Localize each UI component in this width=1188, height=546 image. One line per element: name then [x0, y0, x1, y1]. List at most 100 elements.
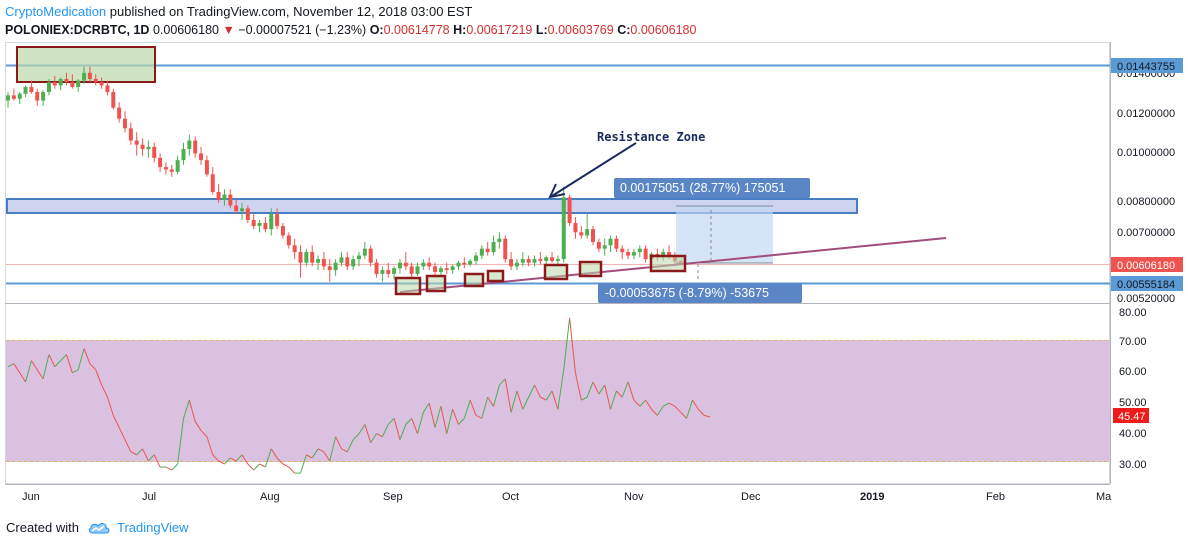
candle-body[interactable]	[386, 270, 391, 274]
candle-body[interactable]	[82, 72, 87, 81]
candle-body[interactable]	[327, 266, 332, 271]
candle-body[interactable]	[17, 93, 22, 99]
candle-body[interactable]	[462, 262, 467, 265]
candle-body[interactable]	[362, 248, 367, 256]
candle-body[interactable]	[357, 255, 361, 260]
candle-body[interactable]	[46, 82, 51, 93]
candle-body[interactable]	[146, 146, 151, 150]
candle-body[interactable]	[41, 92, 46, 101]
candle-body[interactable]	[222, 194, 227, 200]
candle-body[interactable]	[485, 248, 490, 253]
candle-body[interactable]	[52, 82, 57, 86]
candle-body[interactable]	[474, 255, 478, 261]
candle-body[interactable]	[596, 241, 601, 249]
candle-body[interactable]	[175, 160, 180, 172]
candle-body[interactable]	[667, 252, 672, 256]
candle-body[interactable]	[93, 79, 98, 83]
candle-body[interactable]	[497, 238, 502, 242]
candle-body[interactable]	[509, 259, 514, 267]
resistance-zone-label[interactable]: Resistance Zone	[597, 130, 705, 144]
candle-body[interactable]	[204, 160, 209, 175]
candle-body[interactable]	[392, 268, 397, 274]
candle-body[interactable]	[368, 248, 373, 263]
candle-body[interactable]	[438, 268, 443, 272]
candle-body[interactable]	[468, 260, 473, 265]
candle-body[interactable]	[444, 268, 449, 271]
candle-body[interactable]	[415, 266, 420, 274]
candle-body[interactable]	[345, 257, 350, 267]
candle-body[interactable]	[257, 222, 262, 227]
resistance-zone-box[interactable]	[6, 198, 858, 214]
candle-body[interactable]	[163, 167, 168, 170]
candle-body[interactable]	[397, 262, 402, 269]
candle-body[interactable]	[169, 169, 174, 172]
candle-body[interactable]	[210, 174, 215, 192]
candle-body[interactable]	[374, 262, 379, 274]
candle-body[interactable]	[567, 197, 572, 223]
candle-body[interactable]	[6, 95, 10, 101]
candle-body[interactable]	[544, 257, 549, 261]
candle-body[interactable]	[491, 241, 496, 253]
candle-body[interactable]	[456, 262, 461, 267]
candle-body[interactable]	[550, 257, 555, 261]
candle-body[interactable]	[134, 140, 139, 145]
candle-body[interactable]	[637, 248, 642, 253]
tradingview-link[interactable]: TradingView	[87, 519, 189, 537]
candle-body[interactable]	[339, 257, 344, 263]
candle-body[interactable]	[58, 79, 63, 86]
candle-body[interactable]	[479, 248, 484, 256]
support-box-2[interactable]	[425, 274, 447, 293]
candle-body[interactable]	[275, 214, 280, 227]
candle-body[interactable]	[421, 262, 426, 267]
support-box-6[interactable]	[578, 260, 603, 278]
candle-body[interactable]	[403, 262, 408, 267]
candle-body[interactable]	[602, 245, 607, 249]
candle-body[interactable]	[620, 248, 625, 253]
candle-body[interactable]	[310, 252, 315, 263]
candle-body[interactable]	[193, 140, 198, 154]
candle-body[interactable]	[514, 262, 519, 267]
candle-body[interactable]	[140, 144, 145, 150]
candle-body[interactable]	[520, 259, 525, 263]
candle-body[interactable]	[181, 149, 186, 161]
candle-body[interactable]	[321, 259, 326, 267]
candle-body[interactable]	[251, 219, 256, 227]
candle-body[interactable]	[228, 194, 233, 206]
candle-body[interactable]	[23, 87, 28, 94]
candle-body[interactable]	[199, 153, 204, 161]
candle-body[interactable]	[561, 197, 566, 260]
candle-body[interactable]	[304, 252, 309, 263]
candle-body[interactable]	[591, 229, 595, 242]
support-box-5[interactable]	[543, 263, 569, 281]
candle-body[interactable]	[128, 128, 133, 141]
candle-body[interactable]	[158, 157, 163, 168]
candle-body[interactable]	[433, 266, 438, 272]
candle-body[interactable]	[245, 208, 250, 220]
support-box-3[interactable]	[463, 272, 485, 288]
candle-body[interactable]	[11, 95, 16, 99]
candle-body[interactable]	[503, 238, 508, 260]
candle-body[interactable]	[280, 226, 285, 236]
candle-body[interactable]	[333, 262, 338, 271]
candle-body[interactable]	[87, 72, 92, 79]
candle-body[interactable]	[99, 82, 104, 86]
candle-body[interactable]	[538, 259, 543, 261]
candle-body[interactable]	[234, 205, 239, 212]
candle-body[interactable]	[187, 140, 192, 150]
candle-body[interactable]	[409, 266, 414, 274]
candle-body[interactable]	[608, 238, 613, 246]
candle-body[interactable]	[626, 252, 631, 256]
candle-body[interactable]	[573, 222, 578, 233]
candle-body[interactable]	[631, 252, 636, 256]
candle-body[interactable]	[286, 235, 291, 246]
candle-body[interactable]	[316, 259, 321, 263]
candle-body[interactable]	[117, 107, 122, 119]
candle-body[interactable]	[380, 270, 385, 274]
projection-box[interactable]	[676, 206, 773, 263]
candle-body[interactable]	[526, 259, 531, 263]
candle-body[interactable]	[123, 118, 127, 129]
candle-body[interactable]	[240, 208, 244, 212]
candle-body[interactable]	[70, 82, 75, 88]
candle-body[interactable]	[76, 80, 81, 88]
